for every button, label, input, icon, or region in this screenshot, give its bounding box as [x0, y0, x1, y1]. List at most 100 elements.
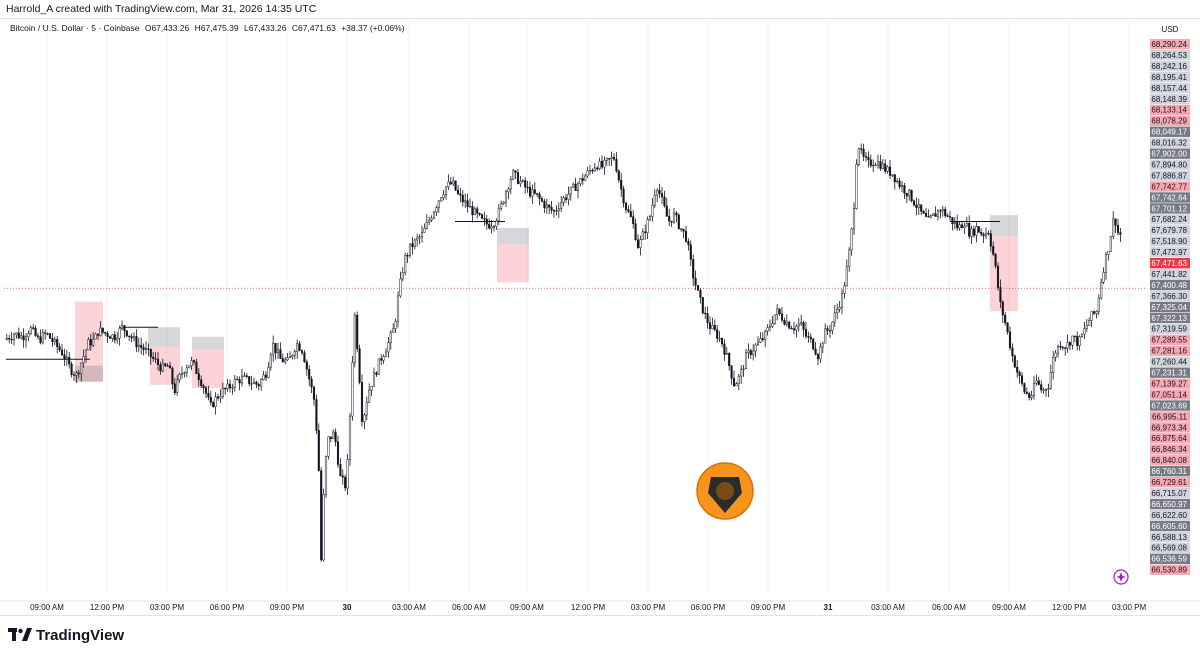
- candle-body: [454, 180, 457, 191]
- candle: [708, 316, 712, 335]
- candle-body: [591, 170, 594, 172]
- candle: [1090, 311, 1093, 328]
- price-label-bg: [1150, 378, 1190, 389]
- candle-body: [922, 211, 925, 214]
- candle-body: [555, 210, 558, 212]
- candle: [12, 332, 16, 346]
- candle: [308, 365, 311, 387]
- candle: [711, 317, 714, 330]
- candle-body: [236, 378, 239, 381]
- candle: [372, 367, 376, 387]
- candle-body: [63, 354, 66, 360]
- lion-badge-icon: [696, 462, 754, 520]
- candle: [742, 364, 745, 377]
- candle: [327, 436, 330, 460]
- candle-body: [749, 350, 752, 356]
- candle: [1006, 322, 1009, 335]
- candle-body: [425, 221, 428, 229]
- price-label: 66,536.59: [1151, 555, 1187, 564]
- candle-body: [432, 211, 436, 219]
- candle: [1066, 334, 1069, 353]
- candle-body: [440, 197, 443, 202]
- candle-body: [946, 215, 949, 217]
- candle-body: [471, 206, 474, 215]
- candle: [128, 335, 131, 342]
- candle: [668, 208, 671, 227]
- price-label-bg: [1150, 82, 1190, 94]
- candle-body: [687, 241, 690, 245]
- candle-body: [536, 193, 539, 195]
- candle-body: [783, 320, 786, 325]
- candle: [603, 156, 606, 175]
- candle-body: [87, 339, 90, 351]
- candle: [401, 267, 404, 282]
- candle-body: [1095, 311, 1098, 314]
- candle-body: [994, 253, 997, 267]
- candle-body: [24, 336, 28, 341]
- candle: [106, 330, 109, 344]
- grey-zone: [148, 327, 180, 347]
- candle-body: [579, 178, 582, 185]
- candle: [60, 343, 64, 356]
- candle-body: [404, 255, 407, 273]
- candle-body: [658, 190, 661, 194]
- candle: [560, 195, 563, 213]
- candle: [58, 343, 61, 353]
- candle-body: [545, 204, 548, 209]
- candle-body: [310, 378, 313, 388]
- candle-body: [224, 388, 227, 390]
- candle-body: [912, 200, 916, 206]
- time-tick-label: 09:00 AM: [510, 603, 544, 612]
- candle-body: [130, 336, 133, 339]
- candle-body: [836, 309, 839, 314]
- price-label-bg: [1150, 312, 1190, 324]
- candle: [1044, 388, 1048, 397]
- candle: [960, 221, 964, 229]
- candle: [831, 321, 834, 335]
- price-label: 66,588.13: [1151, 533, 1187, 542]
- candle: [456, 184, 460, 196]
- candle-body: [960, 224, 964, 229]
- candle-body: [980, 232, 983, 235]
- pink-zone: [990, 235, 1018, 312]
- candle-body: [120, 325, 124, 329]
- candle: [1008, 326, 1012, 351]
- candle-body: [936, 210, 940, 217]
- candle-body: [384, 351, 388, 357]
- candle: [550, 200, 553, 214]
- candle-body: [718, 338, 721, 340]
- candle-body: [29, 327, 32, 335]
- candle-body: [312, 387, 316, 400]
- candle: [795, 324, 798, 338]
- candle: [1018, 370, 1021, 384]
- candle: [588, 164, 592, 176]
- candle: [696, 285, 700, 291]
- price-label-bg: [1150, 137, 1190, 148]
- tradingview-logo[interactable]: TradingView: [8, 626, 124, 644]
- candle-body: [317, 430, 320, 471]
- candle: [147, 343, 150, 356]
- candle: [939, 209, 942, 219]
- candle: [423, 223, 426, 233]
- candlestick-chart[interactable]: USD 68,290.24 68,264.53 68,242.16 68,195.41 6…: [0, 19, 1200, 615]
- price-label: 66,530.89: [1151, 566, 1187, 575]
- candle-body: [754, 344, 757, 352]
- candle-body: [704, 312, 707, 315]
- candle-body: [689, 244, 692, 260]
- chart-frame[interactable]: USD 68,290.24 68,264.53 68,242.16 68,195.41 6…: [0, 18, 1200, 616]
- candle: [296, 339, 299, 359]
- candle: [1071, 335, 1074, 350]
- price-label-bg: [1150, 93, 1190, 105]
- price-label-bg: [1150, 389, 1190, 400]
- candle: [845, 259, 848, 287]
- candle-body: [879, 161, 882, 169]
- candle-body: [670, 220, 673, 223]
- candle-body: [358, 348, 361, 383]
- candle-body: [464, 200, 467, 203]
- candle-body: [56, 339, 59, 347]
- candle: [1114, 218, 1117, 233]
- candle-body: [941, 209, 944, 212]
- candle: [255, 380, 258, 389]
- candle: [471, 201, 474, 223]
- candle-body: [706, 313, 709, 323]
